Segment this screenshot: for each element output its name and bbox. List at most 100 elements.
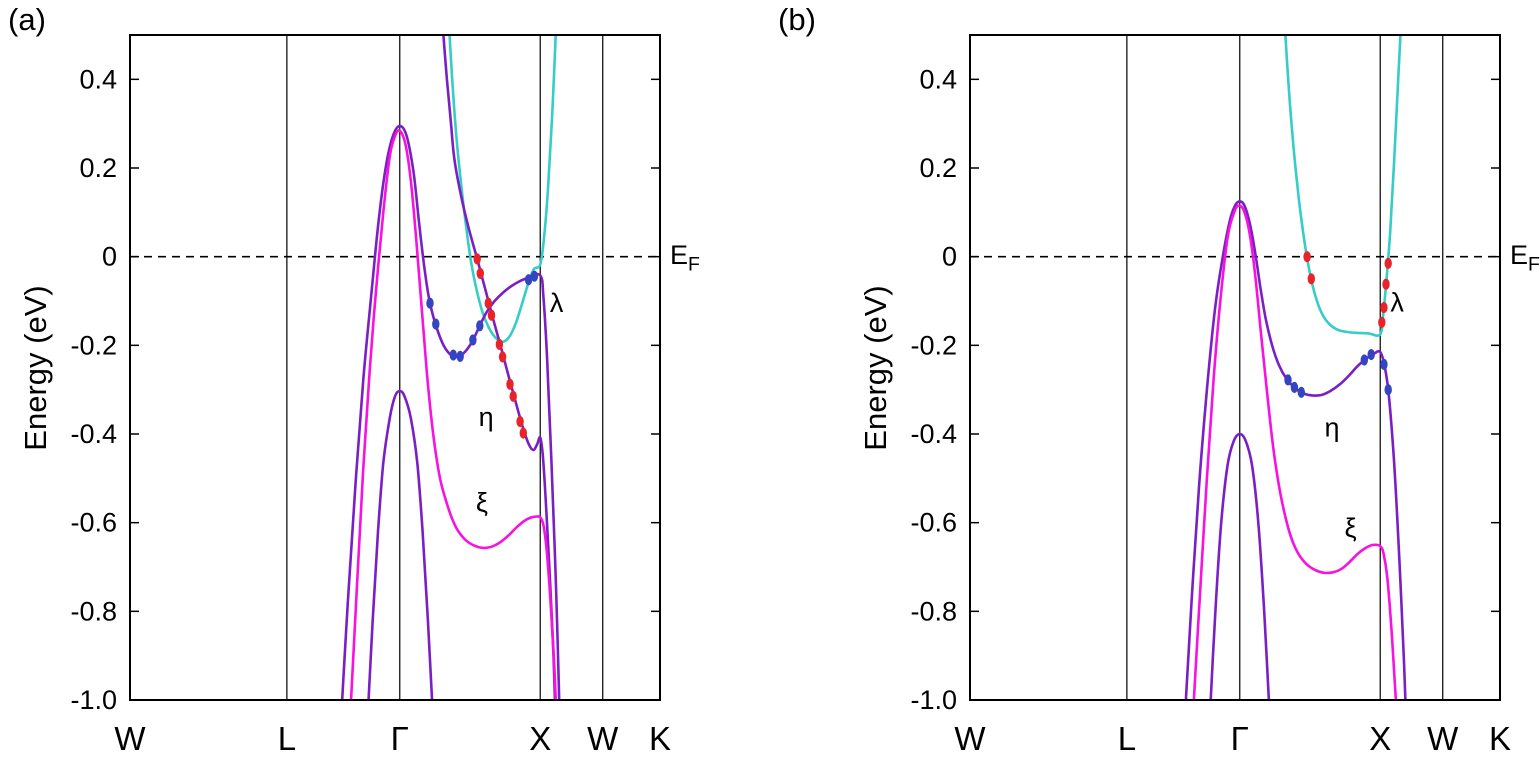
blue-dot (432, 318, 440, 330)
plot-frame (129, 34, 661, 701)
x-tick-label-W: W (954, 720, 986, 757)
red-dot (1307, 273, 1315, 285)
blue-dot (449, 349, 457, 361)
y-axis-tick-labels: 0.4 0.2 0 -0.2 -0.4 -0.6 -0.8 -1.0 (70, 64, 117, 715)
y-tick-label: -0.8 (910, 596, 957, 626)
panel-b-fermi-level-label: EF (1510, 240, 1540, 276)
blue-dot (1380, 358, 1388, 370)
fermi-label-main: E (670, 240, 689, 270)
panel-a-fermi-level-label: EF (670, 240, 700, 276)
band-annotation-λ: λ (1390, 287, 1404, 317)
x-tick-label-Γ: Γ (391, 720, 409, 757)
band-second-valence-band (367, 389, 434, 700)
blue-dot (1290, 381, 1299, 393)
blue-dot (1360, 354, 1368, 366)
blue-dot (1284, 374, 1292, 386)
x-tick-label-L: L (1118, 720, 1136, 757)
y-tick-label: 0 (942, 242, 957, 272)
band-series (1184, 35, 1407, 700)
x-tick-label-Γ: Γ (1231, 720, 1249, 757)
plot-frame (969, 34, 1501, 701)
blue-dot (1297, 386, 1305, 398)
fermi-label-sub: F (688, 253, 700, 276)
band-annotation-ξ: ξ (476, 488, 488, 518)
band-xi-valence-band (349, 129, 558, 700)
symmetry-point-lines (286, 35, 604, 700)
red-dot (473, 253, 481, 265)
red-dot (1378, 316, 1386, 328)
y-axis-tick-labels: 0.4 0.2 0 -0.2 -0.4 -0.6 -0.8 -1.0 (910, 64, 957, 715)
red-dot (1382, 278, 1390, 290)
x-tick-label-W: W (587, 720, 619, 757)
y-tick-label: 0.2 (79, 153, 117, 183)
x-tick-label-X: X (1369, 720, 1391, 757)
blue-dot (426, 297, 434, 309)
panel-b-label: (b) (778, 2, 816, 37)
band-conduction-band (1284, 35, 1402, 337)
y-tick-label: 0.4 (79, 64, 117, 94)
band-markers (426, 253, 539, 439)
y-tick-label: -0.2 (70, 330, 117, 360)
band-second-valence-band (1209, 432, 1271, 700)
band-annotation-ξ: ξ (1344, 513, 1356, 543)
band-annotation-η: η (479, 402, 494, 432)
red-dot (516, 416, 524, 428)
x-tick-label-W: W (114, 720, 146, 757)
symmetry-point-lines (1126, 35, 1444, 700)
y-tick-label: -1.0 (910, 685, 957, 715)
x-tick-label-K: K (649, 720, 671, 757)
red-dot (487, 309, 496, 321)
y-tick-label: -0.6 (910, 508, 957, 538)
red-dot (1384, 257, 1392, 269)
y-axis-ticks (970, 78, 1500, 701)
y-tick-label: 0.4 (919, 64, 957, 94)
x-tick-label-W: W (1427, 720, 1459, 757)
band-annotation-λ: λ (550, 288, 564, 318)
blue-dot (1384, 384, 1392, 396)
band-markers (1284, 251, 1392, 398)
x-tick-label-X: X (529, 720, 551, 757)
y-tick-label: -0.6 (70, 508, 117, 538)
fermi-label-sub: F (1528, 253, 1540, 276)
blue-dot (476, 320, 484, 332)
red-dot (484, 297, 492, 309)
band-heavy-valence-band (340, 124, 561, 700)
panel-b: (b) Energy (eV) 0.4 0.2 0 -0.2 -0.4 -0.6 -0.8-… (770, 0, 1540, 782)
red-dot (495, 338, 504, 350)
blue-dot (524, 274, 533, 286)
red-dot (1380, 302, 1388, 314)
blue-dot (1367, 349, 1375, 361)
red-dot (1303, 251, 1311, 263)
band-xi-valence-band (1192, 204, 1398, 700)
y-tick-label: -1.0 (70, 685, 117, 715)
band-series (340, 35, 561, 700)
blue-dot (456, 350, 464, 362)
blue-dot (530, 270, 539, 282)
band-heavy-valence-band (1184, 199, 1407, 700)
red-dot (506, 378, 514, 390)
y-tick-label: -0.4 (910, 419, 957, 449)
y-axis-ticks (130, 78, 660, 701)
y-tick-label: -0.4 (70, 419, 117, 449)
y-tick-label: 0.2 (919, 153, 957, 183)
panel-a-label: (a) (8, 2, 46, 37)
y-tick-label: -0.8 (70, 596, 117, 626)
x-tick-label-L: L (278, 720, 296, 757)
red-dot (498, 351, 507, 363)
y-tick-label: -0.2 (910, 330, 957, 360)
band-annotations: λ η ξ (1324, 287, 1404, 543)
blue-dot (469, 334, 477, 346)
band-annotation-η: η (1324, 412, 1339, 442)
band-annotations: λ η ξ (476, 288, 564, 518)
red-dot (476, 267, 484, 280)
red-dot (509, 390, 517, 402)
panel-a: (a) Energy (eV) 0.4 0.2 0 -0.2 -0.4 -0.6 -0.8-… (8, 2, 700, 757)
x-tick-label-K: K (1489, 720, 1511, 757)
band-light-valence-band (442, 35, 557, 700)
fermi-label-main: E (1510, 240, 1529, 270)
